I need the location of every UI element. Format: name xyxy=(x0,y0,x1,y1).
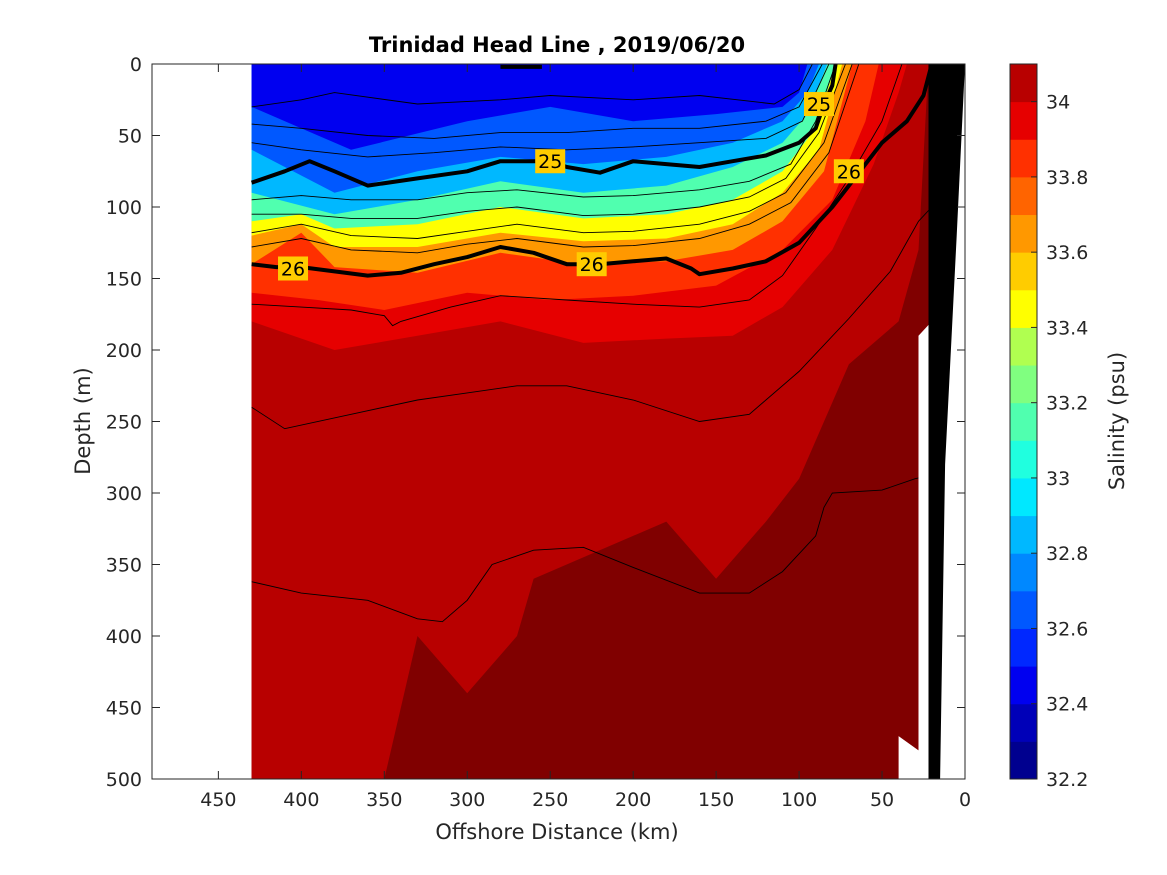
colorbar-swatch xyxy=(1010,214,1037,253)
contour-label-bg xyxy=(576,252,607,277)
colorbar-frame xyxy=(1009,63,1038,780)
isopycnal-25-line xyxy=(250,64,838,188)
salinity-band-32.5 xyxy=(251,64,808,150)
isopycnal-line xyxy=(251,64,846,219)
x-tick-label: 200 xyxy=(615,789,651,811)
isopycnal-line xyxy=(251,64,813,108)
isopycnal-line xyxy=(251,64,830,158)
isopycnal-line xyxy=(251,64,860,254)
y-tick-label: 300 xyxy=(106,483,142,505)
contour-label-25: 25 xyxy=(538,151,562,173)
colorbar-swatch xyxy=(1010,741,1037,780)
colorbar-tick-label: 33 xyxy=(1046,468,1070,490)
contour-label-bg xyxy=(278,256,309,281)
isopycnal-line xyxy=(251,64,823,139)
colorbar-swatch xyxy=(1010,440,1037,479)
y-tick-label: 450 xyxy=(106,698,142,720)
x-tick-label: 50 xyxy=(870,789,894,811)
colorbar-swatch xyxy=(1010,515,1037,554)
colorbar-tick-label: 34 xyxy=(1046,92,1070,114)
x-tick-label: 300 xyxy=(449,789,485,811)
colorbar-label: Salinity (psu) xyxy=(1105,352,1129,490)
contour-label-bg xyxy=(803,92,834,117)
chart-title: Trinidad Head Line , 2019/06/20 xyxy=(369,33,745,57)
plot-area: 25 25 26 26 26 xyxy=(151,63,966,780)
y-tick-label: 150 xyxy=(106,269,142,291)
y-tick-label: 250 xyxy=(106,412,142,434)
contour-label-bg xyxy=(535,149,566,174)
colorbar-tick-label: 33.4 xyxy=(1046,317,1088,339)
colorbar-tick-label: 32.8 xyxy=(1046,543,1088,565)
x-tick-label: 350 xyxy=(366,789,402,811)
isopycnal-line xyxy=(251,64,853,239)
y-tick-label: 400 xyxy=(106,626,142,648)
colorbar-swatch xyxy=(1010,703,1037,742)
colorbar-swatch xyxy=(1010,628,1037,667)
colorbar-swatch xyxy=(1010,666,1037,705)
x-tick-label: 150 xyxy=(698,789,734,811)
y-tick-label: 500 xyxy=(106,769,142,791)
x-tick-label: 400 xyxy=(283,789,319,811)
contour-label-26: 26 xyxy=(281,258,305,280)
colorbar-tick-label: 33.6 xyxy=(1046,242,1088,264)
isopycnal-line xyxy=(251,475,929,623)
colorbar-tick-label: 33.2 xyxy=(1046,393,1088,415)
colorbar-tick-label: 33.8 xyxy=(1046,167,1088,189)
colorbar: 32.2 32.4 32.6 32.8 33 33.2 33.4 33.6 33.8 34 xyxy=(1009,63,1088,791)
colorbar-swatch xyxy=(1010,477,1037,517)
colorbar-swatch xyxy=(1010,327,1037,366)
isopycnal-line xyxy=(251,64,837,201)
y-axis-label: Depth (m) xyxy=(71,367,95,474)
colorbar-swatch xyxy=(1010,176,1037,216)
colorbar-swatch xyxy=(1010,402,1037,441)
x-axis-label: Offshore Distance (km) xyxy=(435,820,678,844)
colorbar-swatch xyxy=(1010,365,1037,404)
y-tick-label: 0 xyxy=(130,54,142,76)
isopycnal-26-line xyxy=(251,64,934,278)
colorbar-swatch xyxy=(1010,553,1037,592)
y-tick-label: 100 xyxy=(106,197,142,219)
colorbar-tick-label: 32.4 xyxy=(1046,694,1088,716)
y-tick-label: 350 xyxy=(106,555,142,577)
contour-label-26: 26 xyxy=(837,161,861,183)
y-tick-label: 50 xyxy=(118,126,142,148)
colorbar-swatch xyxy=(1010,139,1037,178)
colorbar-swatch xyxy=(1010,289,1037,328)
colorbar-swatch xyxy=(1010,64,1037,103)
colorbar-tick-label: 32.2 xyxy=(1046,769,1088,791)
x-tick-label: 100 xyxy=(781,789,817,811)
y-tick-label: 200 xyxy=(106,340,142,362)
contour-label-25: 25 xyxy=(807,94,831,116)
isopycnal-line xyxy=(251,206,933,430)
x-tick-label: 450 xyxy=(200,789,236,811)
x-tick-label: 0 xyxy=(959,789,971,811)
contour-label-bg xyxy=(833,159,864,184)
colorbar-swatch xyxy=(1010,252,1037,291)
y-axis: 0 50 100 150 200 250 300 350 400 450 500 xyxy=(106,54,965,791)
colorbar-swatch xyxy=(1010,101,1037,140)
colorbar-tick-label: 32.6 xyxy=(1046,618,1088,640)
contour-label-26: 26 xyxy=(580,254,604,276)
x-axis: 450 400 350 300 250 200 150 100 50 0 xyxy=(200,64,971,811)
bathymetry-fill xyxy=(928,64,965,779)
colorbar-swatch xyxy=(1010,590,1037,629)
x-tick-label: 250 xyxy=(532,789,568,811)
